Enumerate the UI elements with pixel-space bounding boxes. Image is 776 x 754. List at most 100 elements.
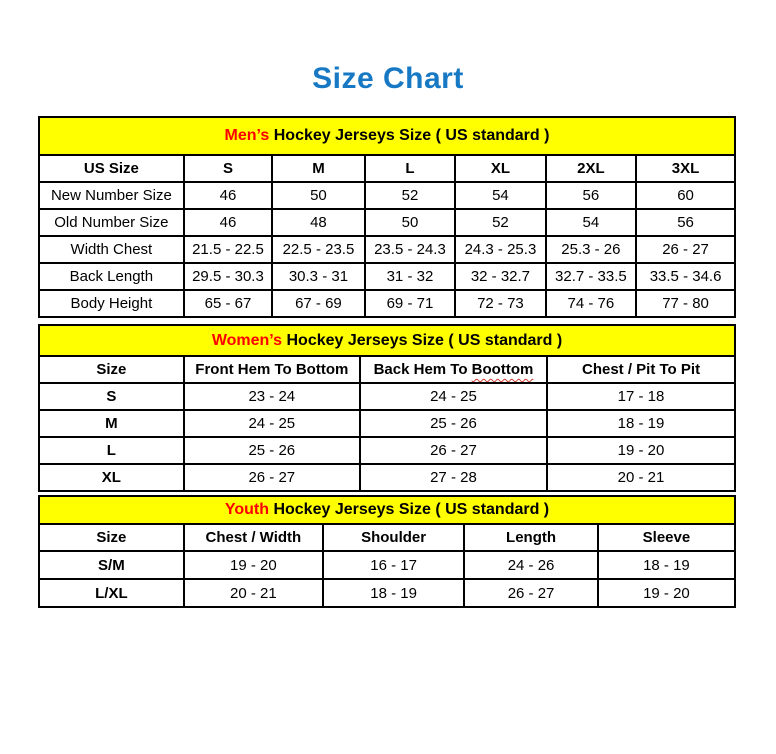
row-label-cell: Body Height (38, 289, 185, 318)
column-header-label: Chest / Pit To Pit (582, 361, 701, 378)
size-value-cell: 18 - 19 (321, 578, 466, 608)
size-value-cell: 26 - 27 (463, 578, 599, 608)
size-value-cell: 60 (635, 181, 736, 210)
table-row: Back Length 29.5 - 30.3 30.3 - 31 31 - 32 32… (38, 262, 736, 291)
size-value-cell: 67 - 69 (271, 289, 366, 318)
size-value-cell: 23.5 - 24.3 (363, 235, 457, 264)
table-row: S 23 - 24 24 - 25 17 - 18 (38, 382, 736, 411)
column-header-cell: XL (454, 154, 547, 183)
size-value-cell: 65 - 67 (182, 289, 274, 318)
size-value-cell: 25 - 26 (182, 436, 361, 465)
column-header-cell: M (271, 154, 366, 183)
size-value-cell: 19 - 20 (596, 578, 737, 608)
womens-band-highlight: Women’s (211, 331, 283, 349)
size-value-cell: 52 (454, 208, 547, 237)
row-label-cell: S/M (38, 550, 185, 580)
column-header-label: XL (490, 160, 510, 177)
table-row: L/XL 20 - 21 18 - 19 26 - 27 19 - 20 (38, 578, 737, 608)
womens-header-row: Size Front Hem To Bottom Back Hem To Boott… (38, 355, 736, 384)
row-label-cell: Old Number Size (38, 208, 185, 237)
mens-band-highlight: Men’s (224, 127, 270, 144)
size-value-cell: 29.5 - 30.3 (182, 262, 274, 291)
mens-size-table: Men’s Hockey Jerseys Size ( US standard … (38, 116, 736, 318)
row-label-cell: S (38, 382, 185, 411)
youth-band-text: Hockey Jerseys Size ( US standard ) (273, 501, 550, 518)
column-header-cell: 2XL (544, 154, 638, 183)
column-header-label: 3XL (671, 160, 700, 177)
size-value-cell: 24 - 26 (463, 550, 599, 580)
size-value-cell: 19 - 20 (182, 550, 324, 580)
column-header-label: Length (506, 529, 557, 546)
size-value-cell: 25 - 26 (358, 409, 549, 438)
column-header-label: Sleeve (642, 529, 691, 546)
size-value-cell: 30.3 - 31 (271, 262, 366, 291)
size-chart-sections: Men’s Hockey Jerseys Size ( US standard … (0, 116, 776, 608)
size-value-cell: 20 - 21 (546, 463, 736, 492)
size-value-cell: 24.3 - 25.3 (454, 235, 547, 264)
row-label-cell: New Number Size (38, 181, 185, 210)
size-value-cell: 56 (544, 181, 638, 210)
size-value-cell: 32 - 32.7 (454, 262, 547, 291)
row-label-cell: L (38, 436, 185, 465)
size-value-cell: 77 - 80 (635, 289, 736, 318)
size-value-cell: 26 - 27 (182, 463, 361, 492)
youth-section-band: Youth Hockey Jerseys Size ( US standard … (38, 495, 736, 525)
size-value-cell: 32.7 - 33.5 (544, 262, 638, 291)
misspelled-word-wavy-underline: Boottom (471, 361, 534, 378)
page-title: Size Chart (312, 62, 464, 95)
table-row: New Number Size 46 50 52 54 56 60 (38, 181, 736, 210)
womens-band-text: Hockey Jerseys Size ( US standard ) (286, 331, 563, 349)
column-header-cell: 3XL (635, 154, 736, 183)
size-value-cell: 22.5 - 23.5 (271, 235, 366, 264)
table-row: XL 26 - 27 27 - 28 20 - 21 (38, 463, 736, 492)
column-header-cell: Sleeve (596, 523, 737, 552)
youth-band-row: Youth Hockey Jerseys Size ( US standard … (38, 495, 736, 525)
row-label-cell: XL (38, 463, 185, 492)
column-header-cell: L (363, 154, 457, 183)
column-header-cell: Size (38, 523, 185, 552)
column-header-label: L (405, 160, 415, 177)
size-value-cell: 25.3 - 26 (544, 235, 638, 264)
column-header-cell: Chest / Pit To Pit (546, 355, 736, 384)
size-value-cell: 46 (182, 208, 274, 237)
size-value-cell: 21.5 - 22.5 (182, 235, 274, 264)
womens-band-row: Women’s Hockey Jerseys Size ( US standar… (38, 324, 736, 357)
size-value-cell: 72 - 73 (454, 289, 547, 318)
size-value-cell: 20 - 21 (182, 578, 324, 608)
size-value-cell: 48 (271, 208, 366, 237)
youth-band-highlight: Youth (224, 501, 269, 518)
row-label-cell: L/XL (38, 578, 185, 608)
column-header-label: Front Hem To Bottom (195, 361, 349, 378)
womens-size-table: Women’s Hockey Jerseys Size ( US standar… (38, 324, 736, 492)
size-value-cell: 23 - 24 (182, 382, 361, 411)
size-value-cell: 54 (544, 208, 638, 237)
size-value-cell: 18 - 19 (546, 409, 736, 438)
size-value-cell: 26 - 27 (358, 436, 549, 465)
column-header-cell: Shoulder (321, 523, 466, 552)
table-row: S/M 19 - 20 16 - 17 24 - 26 18 - 19 (38, 550, 737, 580)
size-value-cell: 24 - 25 (358, 382, 549, 411)
size-chart: Size Chart Men’s Hockey Jerseys Size ( U… (0, 62, 776, 608)
column-header-label: S (222, 160, 233, 177)
size-value-cell: 46 (182, 181, 274, 210)
row-label-cell: M (38, 409, 185, 438)
column-header-cell: S (182, 154, 274, 183)
size-value-cell: 17 - 18 (546, 382, 736, 411)
youth-size-table: Youth Hockey Jerseys Size ( US standard … (38, 495, 737, 608)
table-row: Width Chest 21.5 - 22.5 22.5 - 23.5 23.5 - … (38, 235, 736, 264)
column-header-label: Size (96, 529, 127, 546)
size-value-cell: 54 (454, 181, 547, 210)
size-value-cell: 16 - 17 (321, 550, 466, 580)
column-header-cell: Back Hem To Boottom (358, 355, 549, 384)
column-header-cell: US Size (38, 154, 185, 183)
mens-band-row: Men’s Hockey Jerseys Size ( US standard … (38, 116, 736, 156)
size-value-cell: 26 - 27 (635, 235, 736, 264)
column-header-label: US Size (83, 160, 139, 177)
column-header-label: 2XL (577, 160, 605, 177)
size-value-cell: 52 (363, 181, 457, 210)
size-value-cell: 18 - 19 (596, 550, 737, 580)
row-label-cell: Width Chest (38, 235, 185, 264)
column-header-label: M (312, 160, 325, 177)
table-row: L 25 - 26 26 - 27 19 - 20 (38, 436, 736, 465)
size-value-cell: 33.5 - 34.6 (635, 262, 736, 291)
